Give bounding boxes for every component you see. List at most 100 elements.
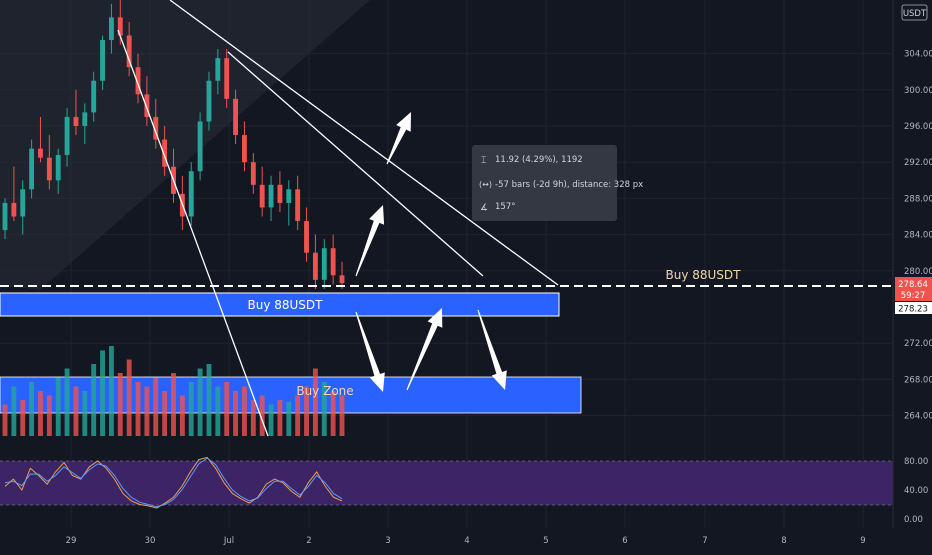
volume-bar (206, 364, 212, 436)
time-tick-labels: 29 30 Jul 2 3 4 5 6 7 8 9 (66, 536, 866, 546)
buy-price-value: 278.23 (898, 305, 928, 315)
candle-body (250, 162, 256, 185)
candle-body (268, 184, 274, 208)
price-tick-4: 288.00 (904, 194, 932, 204)
volume-bar (38, 391, 43, 436)
volume-bar (224, 382, 230, 436)
candle-body (259, 184, 265, 208)
time-tick-6: 5 (543, 536, 548, 546)
candle-body (162, 139, 168, 167)
volume-bar (108, 346, 114, 436)
volume-bar (135, 382, 141, 436)
angle-icon: ∡ (480, 203, 488, 213)
shaded-triangle-zone (0, 0, 370, 290)
oscillator-tick-0: 80.00 (904, 457, 928, 467)
tooltip-angle-line: 157° (495, 202, 515, 212)
candle-body (82, 112, 88, 126)
volume-bar (171, 373, 176, 436)
volume-bar (100, 350, 105, 436)
buy-price-badge (895, 302, 932, 314)
volume-bar (250, 400, 256, 436)
measure-tooltip: ⌶ 11.92 (4.29%), 1192 (↔) -57 bars (-2d … (472, 145, 643, 221)
arrow-down-right (477, 309, 507, 390)
direction-arrows (355, 112, 507, 392)
volume-bar (268, 404, 274, 436)
candle-body (224, 58, 230, 99)
volume-bar (312, 368, 318, 436)
volume-bar (295, 395, 301, 436)
volume-bar (188, 382, 194, 436)
price-tick-9: 264.00 (904, 412, 932, 422)
oscillator-tick-labels: 80.00 40.00 0.00 (904, 457, 928, 525)
descending-trendline[interactable] (169, 0, 559, 286)
candle-body (38, 148, 43, 158)
candle-body (73, 116, 79, 126)
price-tick-7: 272.00 (904, 339, 932, 349)
time-axis[interactable] (0, 528, 932, 550)
candle-body (339, 275, 345, 284)
price-tick-5: 284.00 (904, 231, 932, 241)
volume-bar (162, 391, 168, 436)
current-price-value: 278.64 (898, 280, 928, 290)
oscillator-series-1 (4, 457, 343, 508)
volume-bar (11, 386, 17, 436)
volume-bar (153, 377, 159, 436)
volume-bar (126, 359, 132, 436)
time-tick-9: 8 (781, 536, 786, 546)
candle-body (312, 252, 318, 280)
price-tick-0: 304.00 (904, 50, 932, 60)
currency-badge[interactable] (901, 4, 928, 21)
volume-bar (73, 386, 79, 436)
steep-trendline[interactable] (117, 29, 269, 437)
candle-body (91, 80, 97, 113)
candle-body (2, 202, 8, 231)
volume-bar (197, 368, 203, 436)
arrow-up-lower (406, 308, 443, 391)
candle-body (100, 40, 105, 81)
bar-countdown: 59:27 (901, 291, 926, 301)
buy-box[interactable] (0, 292, 560, 317)
volume-bar (259, 395, 265, 436)
time-tick-7: 6 (622, 536, 627, 546)
volume-bar (55, 377, 61, 436)
time-tick-4: 3 (385, 536, 390, 546)
candle-body (304, 221, 309, 253)
candle-body (286, 189, 292, 203)
buy-box-label: Buy 88USDT (248, 298, 324, 312)
secondary-trendline[interactable] (227, 51, 484, 277)
candle-body (206, 80, 212, 122)
tooltip-price-line: 11.92 (4.29%), 1192 (495, 155, 583, 165)
price-tick-2: 296.00 (904, 122, 932, 132)
volume-bar (233, 391, 239, 436)
arrow-up-middle (355, 205, 385, 277)
candle-body (46, 157, 52, 181)
oscillator-band-zone (0, 461, 893, 505)
candle-body (188, 171, 194, 217)
candle-body (126, 35, 132, 68)
candle-body (153, 116, 159, 140)
candle-body (144, 94, 150, 117)
volume-bar (277, 400, 283, 436)
volume-bar (321, 382, 327, 436)
volume-bars (2, 346, 345, 436)
arrow-down-left (355, 311, 385, 392)
time-tick-0: 29 (66, 536, 77, 546)
volume-bar (64, 368, 70, 436)
volume-bar (339, 395, 345, 436)
time-tick-1: 30 (145, 536, 156, 546)
current-price-badge (895, 277, 932, 301)
volume-bar (46, 395, 52, 436)
price-axis[interactable] (893, 0, 932, 550)
candle-body (20, 189, 26, 217)
candle-body (64, 116, 70, 155)
volume-bar (144, 386, 150, 436)
candle-body (215, 58, 221, 81)
price-tick-3: 292.00 (904, 158, 932, 168)
candle-body (197, 121, 203, 172)
candle-body (242, 135, 247, 163)
candle-body (11, 202, 17, 217)
price-tick-1: 300.00 (904, 86, 932, 96)
time-tick-5: 4 (464, 536, 469, 546)
